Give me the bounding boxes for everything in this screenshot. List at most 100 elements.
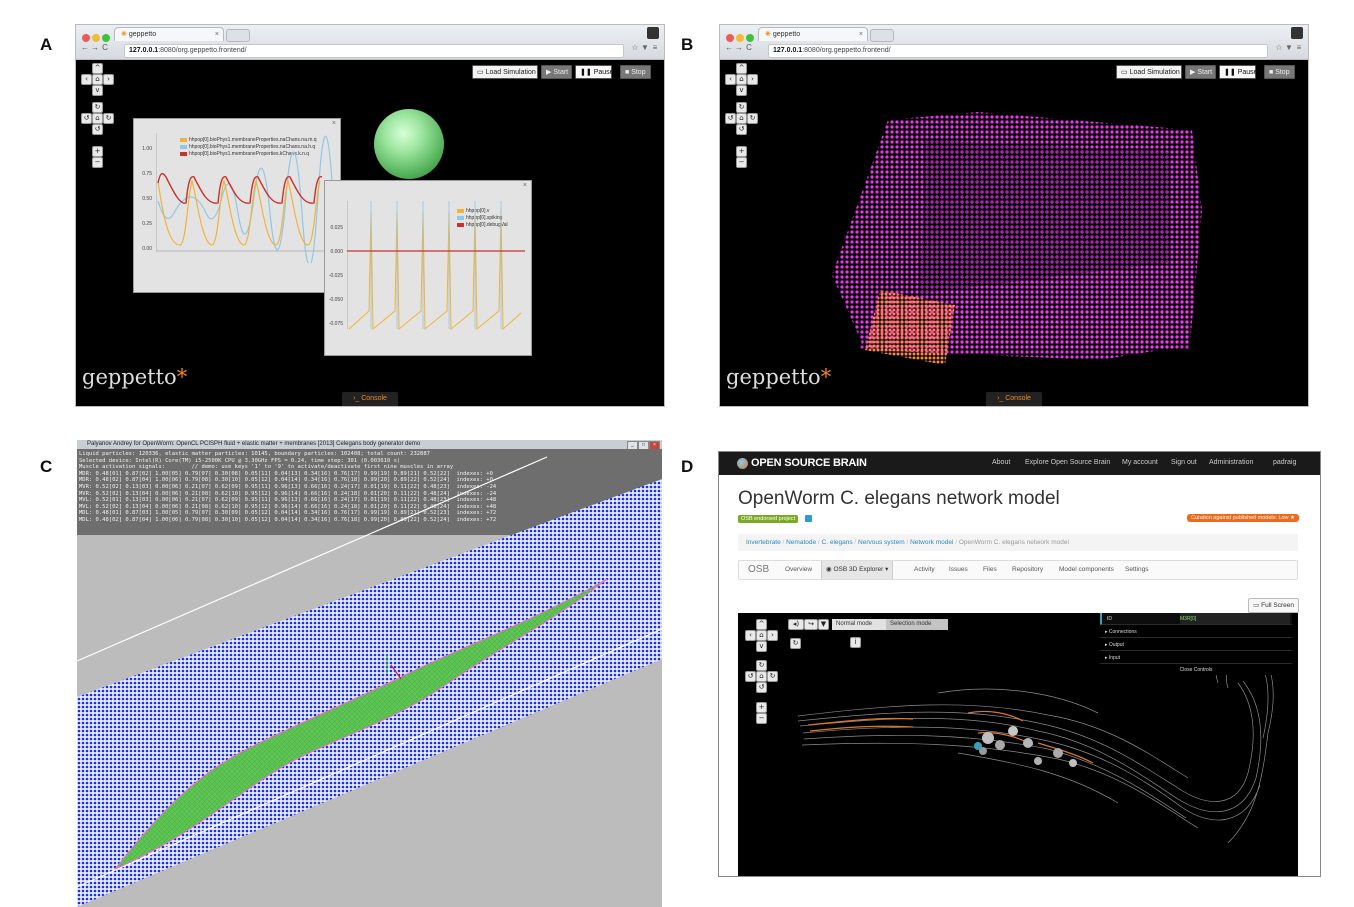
plot-window-gating[interactable]: × hhpop[0].bioPhys1.membraneProperties.n… (133, 118, 341, 293)
zoom-out-icon[interactable]: − (756, 713, 767, 724)
normal-mode-button[interactable]: Normal mode (832, 619, 890, 630)
minimize-window-icon[interactable] (736, 34, 744, 42)
rotate-left-icon[interactable]: ↺ (745, 671, 756, 682)
console-button[interactable]: ›_ Console (342, 392, 398, 406)
rotate-up-icon[interactable]: ↻ (92, 102, 103, 113)
geppetto-viewport[interactable]: ^ ‹ ⌂ › v ↻ ↺ ⌂ ↻ ↺ + − ▭ Load Simulatio… (720, 60, 1308, 406)
address-bar[interactable]: 127.0.0.1:8080/org.geppetto.frontend/ (768, 44, 1268, 58)
breadcrumb-item[interactable]: Invertebrate (746, 539, 781, 546)
close-window-icon[interactable] (82, 34, 90, 42)
pan-right-icon[interactable]: › (767, 630, 778, 641)
tab-files[interactable]: Files (983, 566, 997, 573)
stop-button[interactable]: ■ Stop (620, 65, 651, 79)
pan-right-icon[interactable]: › (103, 74, 114, 85)
tab-close-icon[interactable]: × (214, 31, 219, 38)
nav-administration[interactable]: Administration (1209, 459, 1254, 466)
load-simulation-button[interactable]: ▭ Load Simulation (472, 65, 538, 79)
breadcrumb-item[interactable]: Nematode (786, 539, 817, 546)
minimize-icon[interactable]: _ (627, 441, 638, 449)
breadcrumb-item[interactable]: C. elegans (821, 539, 853, 546)
tab-model-components[interactable]: Model components (1059, 566, 1114, 573)
rotate-home-icon[interactable]: ⌂ (92, 113, 103, 124)
tab-settings[interactable]: Settings (1125, 566, 1149, 573)
user-profile-icon[interactable] (1291, 27, 1303, 39)
rotate-right-icon[interactable]: ↻ (767, 671, 778, 682)
bookmark-star-icon[interactable]: ☆ (631, 43, 639, 52)
console-button[interactable]: ›_ Console (986, 392, 1042, 406)
pan-left-icon[interactable]: ‹ (81, 74, 92, 85)
tab-osb[interactable]: OSB (748, 564, 770, 575)
share-icon[interactable]: ↪ (804, 619, 818, 630)
pan-up-icon[interactable]: ^ (92, 63, 103, 74)
input-row[interactable]: ▸ Input (1100, 652, 1292, 664)
breadcrumb-item[interactable]: Nervous system (858, 539, 905, 546)
menu-icon[interactable]: ≡ (652, 43, 658, 52)
back-icon[interactable]: ← (81, 43, 89, 52)
tab-3d-explorer[interactable]: ◉ OSB 3D Explorer ▾ (821, 561, 894, 579)
menu-icon[interactable]: ≡ (1296, 43, 1302, 52)
home-icon[interactable]: ⌂ (92, 74, 103, 85)
3d-explorer-viewer[interactable]: ^ ‹ ⌂ › v ↻ ↺ ⌂ ↻ ↺ + − ◂) ↪ ▼ ↻ i Norma… (738, 613, 1298, 876)
pan-right-icon[interactable]: › (747, 74, 758, 85)
rotate-left-icon[interactable]: ↺ (725, 113, 736, 124)
zoom-out-icon[interactable]: − (92, 157, 103, 168)
pocket-icon[interactable]: ▼ (641, 43, 649, 52)
pan-down-icon[interactable]: v (92, 85, 103, 96)
user-profile-icon[interactable] (647, 27, 659, 39)
back-icon[interactable]: ← (725, 43, 733, 52)
pan-down-icon[interactable]: v (736, 85, 747, 96)
new-tab-button[interactable] (870, 29, 894, 42)
pan-up-icon[interactable]: ^ (756, 619, 767, 630)
browser-tab[interactable]: ✳ geppetto × (114, 27, 224, 41)
tab-activity[interactable]: Activity (914, 566, 935, 573)
maximize-window-icon[interactable] (746, 34, 754, 42)
breadcrumb-item[interactable]: Network model (910, 539, 954, 546)
rotate-left-icon[interactable]: ↺ (81, 113, 92, 124)
nav-sign-out[interactable]: Sign out (1171, 459, 1197, 466)
nav-my-account[interactable]: My account (1122, 459, 1158, 466)
forward-icon[interactable]: → (735, 43, 743, 52)
twitter-icon[interactable] (805, 515, 812, 522)
rotate-right-icon[interactable]: ↻ (103, 113, 114, 124)
connections-row[interactable]: ▸ Connections (1100, 626, 1292, 638)
minimize-window-icon[interactable] (92, 34, 100, 42)
close-icon[interactable]: × (649, 441, 660, 449)
selection-mode-button[interactable]: Selection mode (886, 619, 948, 630)
pause-button[interactable]: ❚❚ Pause (1219, 65, 1258, 79)
geppetto-viewport[interactable]: ^ ‹ ⌂ › v ↻ ↺ ⌂ ↻ ↺ + − ▭ Load Simulatio… (76, 60, 664, 406)
output-row[interactable]: ▸ Output (1100, 639, 1292, 651)
filter-icon[interactable]: ▼ (818, 619, 829, 630)
refresh-icon[interactable]: ↻ (790, 638, 801, 649)
pan-up-icon[interactable]: ^ (736, 63, 747, 74)
tab-repository[interactable]: Repository (1012, 566, 1044, 573)
rotate-home-icon[interactable]: ⌂ (736, 113, 747, 124)
pan-left-icon[interactable]: ‹ (745, 630, 756, 641)
start-button[interactable]: ▶ Start (1185, 65, 1216, 79)
home-icon[interactable]: ⌂ (736, 74, 747, 85)
rotate-down-icon[interactable]: ↺ (736, 124, 747, 135)
pan-left-icon[interactable]: ‹ (725, 74, 736, 85)
bookmark-star-icon[interactable]: ☆ (1275, 43, 1283, 52)
tab-close-icon[interactable]: × (858, 31, 863, 38)
plot-window-voltage[interactable]: × hhpop[0].v hhpop[0].spiking hhpop[0].d… (324, 180, 532, 356)
nav-user[interactable]: padraig (1273, 459, 1297, 466)
forward-icon[interactable]: → (91, 43, 99, 52)
new-tab-button[interactable] (226, 29, 250, 42)
close-icon[interactable]: × (522, 182, 527, 189)
info-icon[interactable]: i (850, 637, 861, 648)
zoom-out-icon[interactable]: − (736, 157, 747, 168)
volume-icon[interactable]: ◂) (788, 619, 804, 630)
rotate-up-icon[interactable]: ↻ (736, 102, 747, 113)
start-button[interactable]: ▶ Start (541, 65, 572, 79)
tab-issues[interactable]: Issues (949, 566, 968, 573)
green-sphere[interactable] (374, 109, 444, 179)
zoom-in-icon[interactable]: + (736, 146, 747, 157)
nav-about[interactable]: About (992, 459, 1011, 466)
rotate-down-icon[interactable]: ↺ (92, 124, 103, 135)
home-icon[interactable]: ⌂ (756, 630, 767, 641)
zoom-in-icon[interactable]: + (92, 146, 103, 157)
close-window-icon[interactable] (726, 34, 734, 42)
maximize-window-icon[interactable] (102, 34, 110, 42)
reload-icon[interactable]: C (746, 43, 752, 52)
stop-button[interactable]: ■ Stop (1264, 65, 1295, 79)
